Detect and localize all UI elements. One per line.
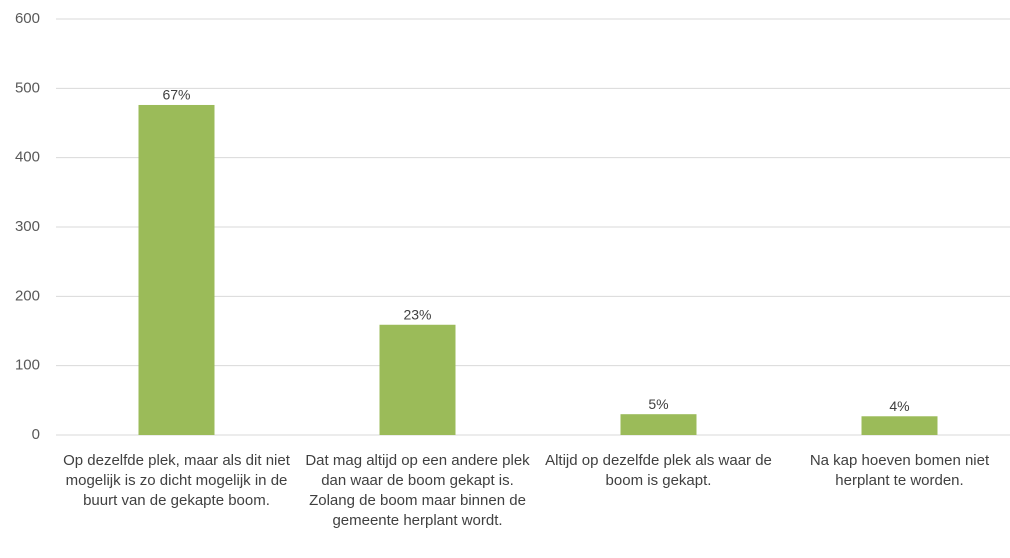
- x-tick-label: Dat mag altijd op een andere plek dan wa…: [305, 452, 530, 529]
- y-tick-label: 400: [15, 149, 40, 166]
- y-tick-label: 300: [15, 218, 40, 235]
- x-tick-label: Altijd op dezelfde plek als waar de boom…: [545, 452, 772, 489]
- data-label: 23%: [403, 306, 431, 322]
- y-tick-label: 0: [32, 426, 40, 443]
- bar: [379, 324, 456, 435]
- data-label: 4%: [889, 398, 909, 414]
- bar: [138, 104, 215, 436]
- bar: [620, 414, 697, 435]
- x-tick-label: Op dezelfde plek, maar als dit niet moge…: [63, 452, 290, 509]
- x-tick-label: Na kap hoeven bomen niet herplant te wor…: [809, 452, 990, 489]
- y-tick-label: 200: [15, 287, 40, 304]
- data-label: 67%: [162, 87, 190, 103]
- y-tick-label: 600: [15, 10, 40, 27]
- y-tick-label: 100: [15, 357, 40, 374]
- y-tick-label: 500: [15, 79, 40, 96]
- bar: [861, 416, 938, 435]
- data-label: 5%: [648, 396, 668, 412]
